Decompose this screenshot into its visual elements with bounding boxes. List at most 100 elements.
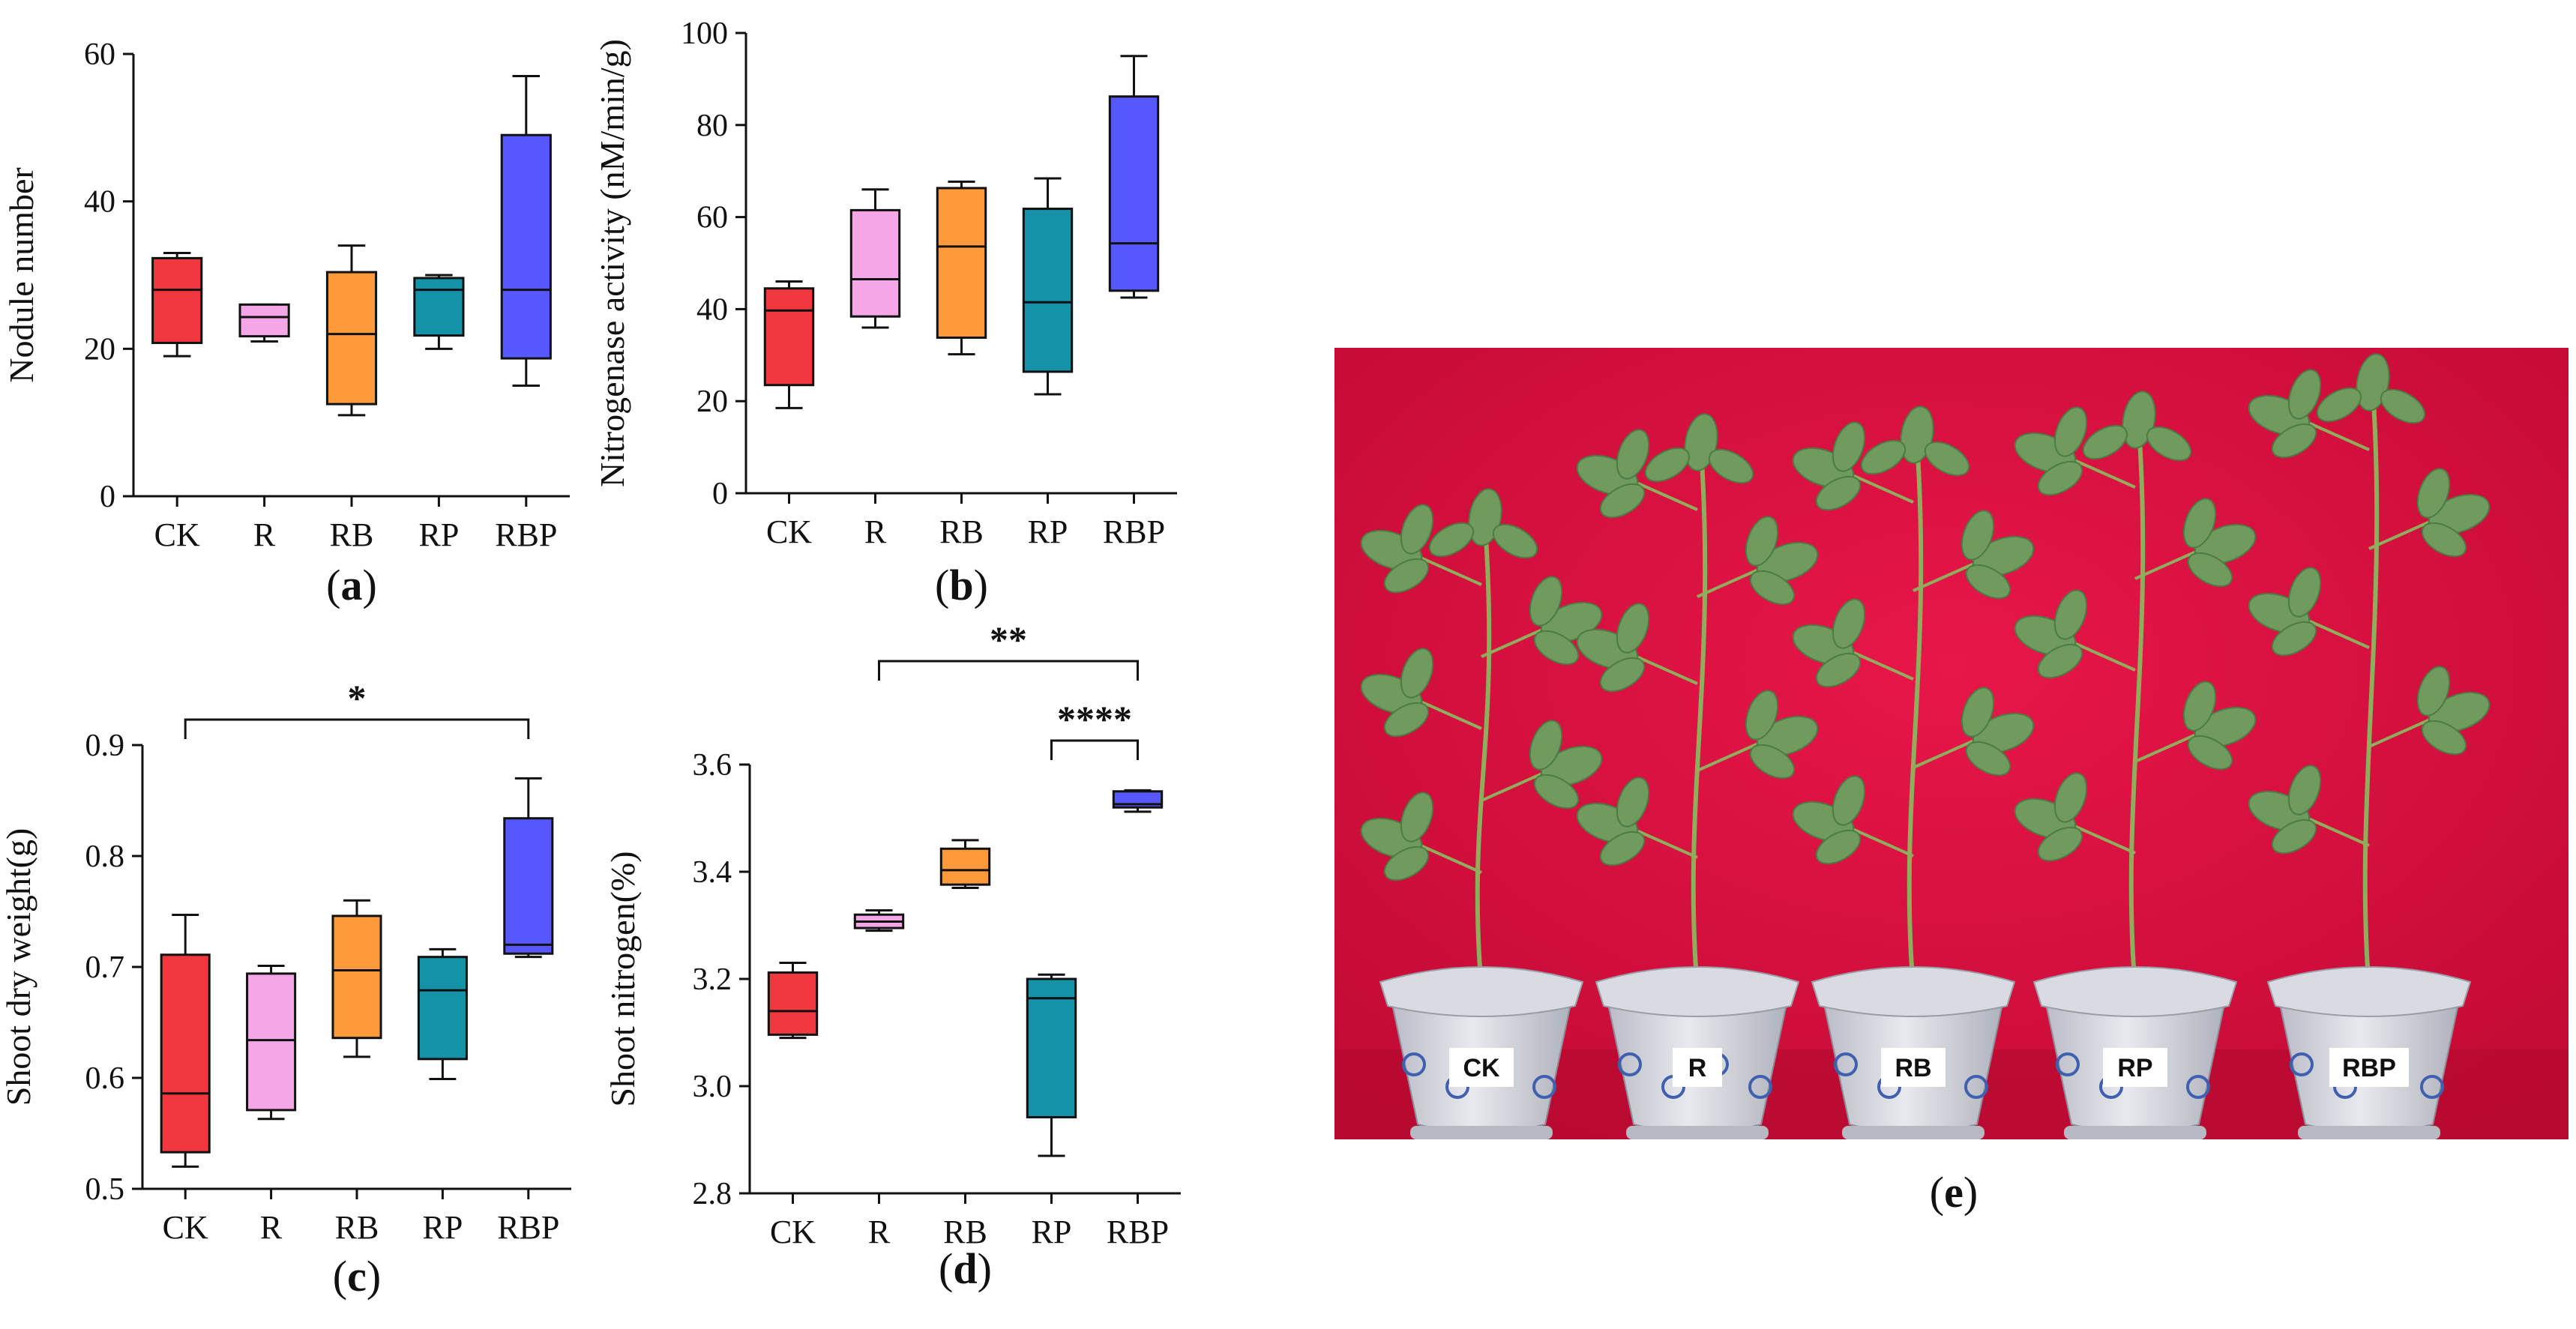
y-axis-title: Nodule number (2, 167, 40, 382)
box-body (413, 277, 465, 337)
branch (1913, 559, 1981, 592)
leaf (1745, 690, 1779, 741)
panel-letter-c: (c) (333, 1252, 381, 1301)
plant-RBP (2248, 353, 2491, 990)
box-body (238, 303, 290, 338)
leaf (2182, 498, 2217, 549)
leaf (1400, 792, 1434, 843)
significance-bracket: * (184, 677, 530, 739)
chart-panel-d: 2.8 3.0 3.2 3.4 3.6 Shoot nitrogen(%) CK R RB RP R… (604, 618, 1181, 1293)
branch (2368, 517, 2437, 550)
leaf (1492, 523, 1538, 559)
leaf (2037, 643, 2083, 679)
box-body (939, 847, 991, 886)
branch (1413, 841, 1482, 874)
leaf (1832, 598, 1866, 649)
pot-RP: RP (2032, 966, 2238, 1139)
pot-decoration (1964, 1075, 1988, 1099)
y-tick-label: 60 (84, 37, 115, 72)
leaf (1599, 831, 1646, 867)
box-RP (1022, 177, 1074, 396)
y-tick-label: 3.2 (693, 962, 732, 997)
branch (1481, 625, 1550, 658)
box-body (936, 187, 987, 339)
leaf (2271, 423, 2317, 459)
pot-rim (1595, 966, 1800, 1017)
leaf (2316, 387, 2362, 423)
pot-label-card (2103, 1048, 2167, 1087)
branch (1629, 826, 1698, 859)
plant-RP (2014, 391, 2257, 990)
x-tick-label-R: R (868, 1214, 891, 1250)
branch (1845, 648, 1914, 681)
leaf (2082, 424, 2128, 460)
y-tick-label: 3.6 (693, 748, 732, 783)
leaf (1400, 648, 1434, 699)
x-tick-label-RP: RP (418, 516, 459, 553)
pot-rim (1379, 966, 1584, 1017)
branch (2134, 547, 2203, 580)
charts-layer: 0 20 40 60 Nodule number CK R RB RP RBP (a) 0 20 40 60… (0, 16, 1181, 1301)
panel-letter-text: d (953, 1244, 977, 1293)
branch (2067, 822, 2136, 855)
leaf (1383, 558, 1430, 594)
leaf (1428, 522, 1475, 558)
leaf (1832, 775, 1866, 826)
x-tick-label-CK: CK (770, 1214, 816, 1250)
pot-label-R: R (1688, 1054, 1707, 1082)
y-tick-label: 0 (712, 477, 728, 511)
branch (1481, 769, 1550, 802)
pot-label-RP: RP (2117, 1054, 2152, 1082)
leaf (2037, 826, 2083, 862)
box-RB (939, 839, 991, 889)
x-tick-label-RB: RB (330, 516, 374, 553)
pot-rim (2266, 966, 2472, 1017)
branch (1629, 652, 1698, 685)
pot-decoration (2186, 1075, 2210, 1099)
x-tick-label-RBP: RBP (497, 1209, 559, 1246)
box-RBP (1108, 55, 1160, 299)
leaf (1383, 846, 1430, 882)
y-tick-label: 100 (681, 16, 728, 51)
leaf (1383, 702, 1430, 738)
y-tick-label: 80 (696, 109, 728, 143)
leaf (1533, 630, 1580, 666)
y-axis-title: Nitrogenase activity (nM/min/g) (593, 39, 631, 487)
plant-RB (1792, 406, 2035, 990)
box-body (417, 956, 468, 1061)
significance-label: * (348, 677, 367, 719)
y-axis-title: Shoot dry weight(g) (0, 828, 37, 1106)
chart-panel-b: 0 20 40 60 80 100 Nitrogenase activity (nM/min… (593, 16, 1177, 609)
pot-decoration (2420, 1075, 2444, 1099)
y-tick-label: 0 (100, 480, 115, 514)
pot-rim (1811, 966, 2016, 1017)
pot-base (1410, 1126, 1553, 1139)
leaf (1599, 657, 1646, 693)
significance-bracket: ** (878, 618, 1139, 681)
branch (2301, 616, 2370, 649)
x-tick-label-CK: CK (154, 516, 200, 553)
plants-group (1360, 353, 2491, 990)
leaf (1965, 564, 2011, 600)
box-body (767, 971, 819, 1036)
pot-RB: RB (1811, 966, 2016, 1139)
leaf (1860, 439, 1907, 475)
pot-base (1626, 1126, 1769, 1139)
box-body (1026, 977, 1077, 1118)
stem (1907, 442, 1924, 990)
panel-letter-d: (d) (939, 1244, 992, 1293)
significance-label: **** (1057, 698, 1132, 740)
leaf (1815, 475, 1862, 511)
pot-R: R (1595, 966, 1800, 1139)
leaf (2416, 666, 2451, 717)
leaf (2271, 819, 2317, 855)
leaf (1529, 576, 1563, 627)
leaf (1832, 421, 1866, 472)
x-tick-label-CK: CK (766, 513, 812, 550)
leaf (2287, 765, 2322, 816)
x-tick-label-RP: RP (422, 1209, 463, 1246)
x-tick-label-RBP: RBP (1107, 1214, 1169, 1250)
x-tick-label-CK: CK (163, 1209, 208, 1246)
